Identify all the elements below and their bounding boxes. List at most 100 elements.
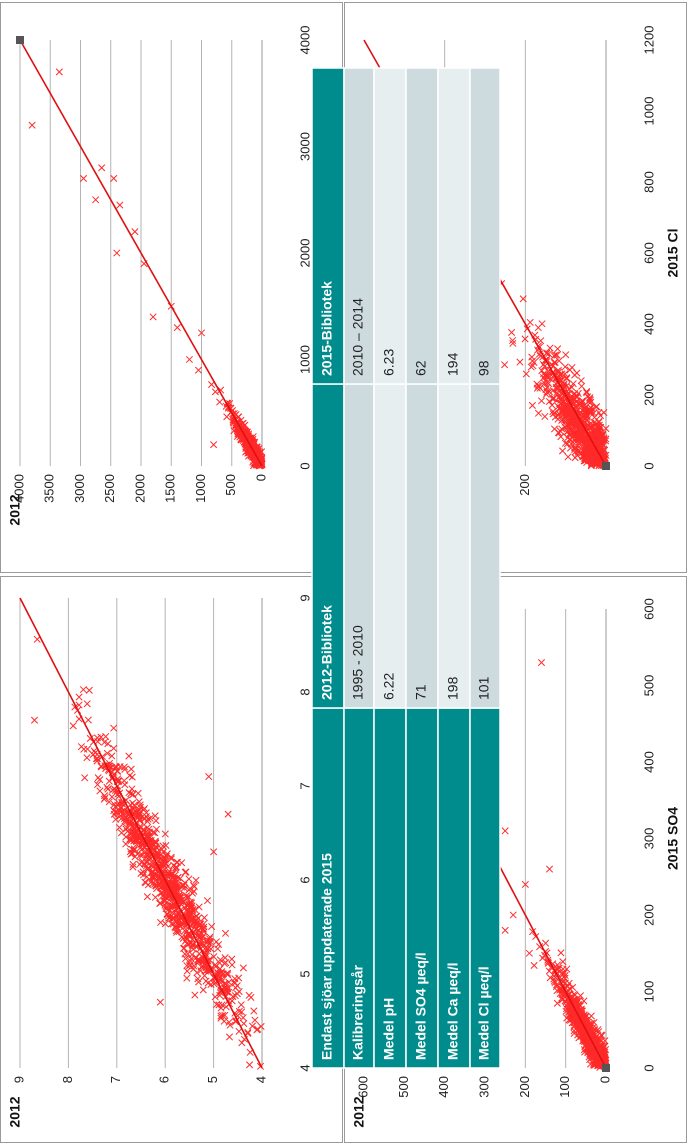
y-tick-label: 300	[476, 1076, 491, 1098]
data-point	[563, 1014, 571, 1022]
data-point	[120, 763, 128, 771]
data-point	[121, 781, 129, 789]
table-cell	[469, 67, 501, 385]
data-point	[581, 1042, 589, 1050]
y-axis-title: 2012	[7, 1096, 23, 1127]
table-cell-text: Medel Ca µeq/l	[445, 962, 461, 1060]
data-point	[126, 848, 134, 856]
data-point	[194, 366, 203, 374]
data-point	[115, 823, 123, 831]
table-cell-text: 6.22	[381, 673, 397, 700]
data-point	[129, 791, 137, 799]
data-point	[190, 887, 198, 895]
data-point	[581, 457, 590, 465]
data-point	[202, 964, 210, 972]
data-point	[205, 773, 213, 781]
data-point	[501, 827, 509, 835]
data-point	[205, 935, 214, 943]
data-point	[541, 412, 549, 421]
data-point	[151, 893, 160, 901]
data-point	[181, 950, 189, 958]
data-point	[113, 767, 121, 775]
data-point	[172, 882, 180, 890]
data-point	[509, 911, 517, 919]
data-point	[194, 956, 202, 964]
data-point	[117, 815, 125, 823]
data-point	[84, 716, 92, 724]
data-point	[83, 745, 92, 753]
data-point	[210, 848, 218, 856]
data-point	[185, 893, 193, 901]
data-point	[110, 724, 118, 732]
scatter-panel-2: 0 1000 2000 3000 4000 0 500 1000 1500 2000 2500 300…	[0, 2, 343, 573]
x-tick-label: 6	[297, 876, 312, 883]
data-point	[539, 374, 548, 382]
y-tick-label: 500	[396, 1076, 411, 1098]
data-point	[558, 425, 566, 433]
data-point	[501, 361, 509, 369]
data-point	[579, 1037, 587, 1045]
y-tick-label: 1500	[163, 474, 178, 503]
data-point	[509, 336, 517, 345]
data-point	[554, 345, 562, 353]
y-tick-label: 9	[11, 1076, 26, 1083]
data-point	[81, 774, 89, 782]
data-point	[549, 386, 557, 395]
data-point	[580, 457, 588, 465]
data-point	[558, 405, 567, 413]
data-point	[559, 958, 567, 966]
data-point	[174, 925, 182, 933]
data-point	[184, 931, 192, 939]
data-point	[221, 929, 230, 937]
data-point	[173, 886, 181, 894]
data-point	[145, 854, 154, 862]
data-point	[154, 871, 162, 880]
fit-line	[19, 39, 263, 467]
data-point	[173, 858, 181, 866]
data-point	[206, 933, 214, 941]
data-point	[147, 840, 155, 848]
data-point	[546, 344, 554, 352]
data-point	[204, 979, 212, 987]
data-point	[153, 850, 161, 858]
data-point	[562, 351, 570, 359]
data-point	[143, 893, 151, 901]
data-point	[561, 423, 570, 431]
x-tick-label: 200	[641, 384, 656, 406]
x-axis-title: 2015 SO4	[665, 807, 681, 870]
data-point	[516, 358, 524, 366]
y-axis-title: 2012	[7, 494, 23, 525]
data-point	[568, 383, 576, 391]
data-point	[105, 763, 113, 771]
data-point	[161, 920, 169, 928]
data-point	[586, 407, 594, 415]
fit-line	[19, 597, 263, 1069]
data-point	[225, 1033, 234, 1041]
data-point	[131, 228, 139, 236]
data-point	[542, 939, 550, 947]
data-point	[544, 958, 552, 966]
data-point	[125, 752, 133, 760]
data-point	[195, 930, 203, 938]
data-point	[156, 998, 164, 1006]
data-point	[139, 825, 147, 833]
data-point	[183, 894, 191, 902]
data-point	[165, 914, 173, 922]
data-point	[244, 452, 253, 460]
data-point	[578, 382, 586, 390]
data-point	[574, 1031, 582, 1039]
table-cell-text: 1995 - 2010	[350, 625, 366, 700]
data-point	[96, 776, 104, 784]
x-tick-label: 1000	[641, 97, 656, 126]
data-point	[232, 984, 240, 992]
data-point	[183, 967, 191, 975]
data-point	[586, 396, 594, 404]
data-point	[108, 793, 116, 801]
data-point	[543, 388, 551, 396]
data-point	[112, 762, 120, 771]
table-cell	[405, 707, 439, 1069]
data-point	[187, 904, 195, 912]
table-cell	[405, 383, 439, 709]
data-point	[211, 388, 219, 396]
x-tick-label: 0	[641, 462, 656, 469]
